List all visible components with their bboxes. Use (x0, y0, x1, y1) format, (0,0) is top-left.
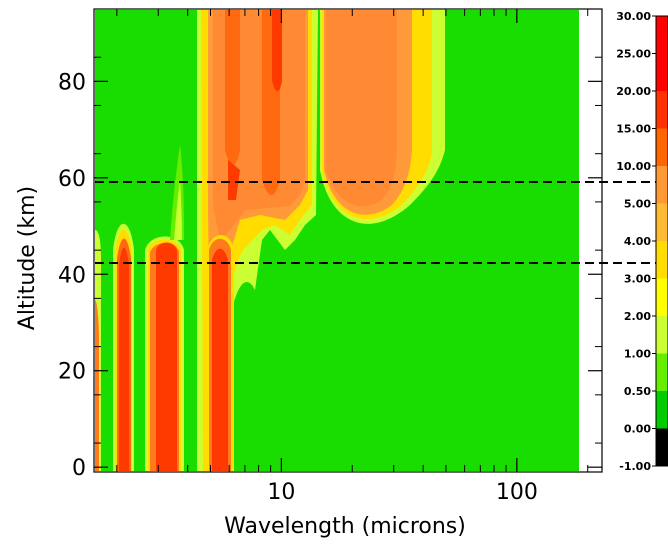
colorbar-level-label: 25.00 (616, 48, 651, 61)
colorbar-level-label: 5.00 (624, 198, 651, 211)
contour-band-1-7um-core (95, 300, 99, 471)
colorbar-swatch (656, 129, 668, 167)
colorbar-level-label: 4.00 (624, 235, 651, 248)
x-axis-label: Wavelength (microns) (224, 514, 466, 539)
colorbar-swatch (656, 91, 668, 129)
colorbar-level-label: 15.00 (616, 123, 651, 136)
colorbar: -1.00 0.00 0.50 1.00 2.00 3.00 4.00 5.00 10.00 15… (616, 10, 668, 473)
colorbar-swatch (656, 16, 668, 54)
colorbar-level-label: 30.00 (616, 10, 651, 23)
colorbar-swatch (656, 204, 668, 242)
colorbar-level-label: 3.00 (624, 273, 651, 286)
colorbar-level-label: 0.00 (624, 423, 651, 436)
x-tick-label: 10 (267, 480, 295, 505)
y-tick-label: 40 (58, 263, 86, 288)
colorbar-level-label: -1.00 (619, 460, 651, 473)
colorbar-level-label: 1.00 (624, 348, 651, 361)
y-tick-label: 0 (72, 456, 86, 481)
colorbar-swatch (656, 391, 668, 429)
y-axis-label: Altitude (km) (15, 186, 40, 330)
y-tick-label: 60 (58, 167, 86, 192)
colorbar-swatch (656, 241, 668, 279)
contour-band-3-4um-core (156, 243, 177, 472)
colorbar-level-label: 0.50 (624, 385, 651, 398)
y-tick-label: 80 (58, 70, 86, 95)
colorbar-swatch (656, 166, 668, 204)
contour-band-20-50um-main (326, 10, 397, 206)
contour-band-5-15um-core-c (272, 10, 282, 91)
contour-band-6um-core (212, 249, 228, 471)
contour-band-5-15um-core-a (225, 10, 240, 165)
colorbar-swatch (656, 354, 668, 392)
colorbar-swatch (656, 54, 668, 92)
contour-band-2-3um-core (119, 248, 129, 471)
x-tick-label: 100 (496, 480, 538, 505)
colorbar-level-label: 2.00 (624, 310, 651, 323)
colorbar-swatch (656, 429, 668, 467)
contour-field (95, 10, 579, 471)
colorbar-swatch (656, 279, 668, 317)
colorbar-swatch (656, 316, 668, 354)
colorbar-level-label: 20.00 (616, 85, 651, 98)
colorbar-level-label: 10.00 (616, 160, 651, 173)
y-tick-label: 20 (58, 360, 86, 385)
